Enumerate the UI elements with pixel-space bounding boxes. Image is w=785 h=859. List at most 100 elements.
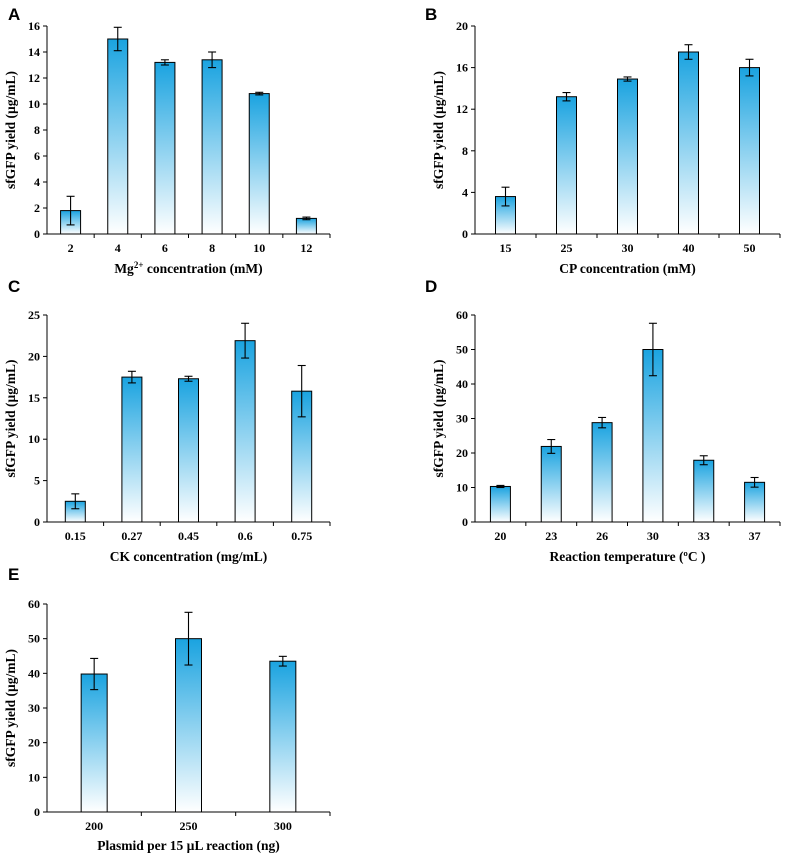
x-tick-label: 26: [596, 529, 608, 543]
x-tick-label: 37: [749, 529, 761, 543]
x-tick-label: 33: [698, 529, 710, 543]
chart-panel-c: C 0 5 10 15 20 25 0.15 0.27 0.45 0.6 0.75 CK concent…: [3, 277, 331, 564]
y-tick-label: 60: [28, 597, 40, 611]
y-tick-label: 40: [28, 666, 40, 680]
panel-label: D: [425, 277, 437, 296]
x-tick-label: 6: [162, 241, 168, 255]
y-tick-label: 0: [34, 515, 40, 529]
x-tick-label: 10: [253, 241, 265, 255]
bar-23: [540, 445, 562, 523]
y-axis-title: sfGFP yield (µg/mL): [3, 71, 18, 189]
x-tick-label: 15: [500, 241, 512, 255]
panel-label: C: [8, 277, 20, 296]
y-tick-label: 10: [28, 770, 40, 784]
y-tick-label: 60: [456, 308, 468, 322]
y-axis-title: sfGFP yield (µg/mL): [431, 359, 446, 477]
x-tick-label: 250: [180, 819, 198, 833]
bar-20: [489, 485, 511, 523]
y-tick-label: 10: [28, 432, 40, 446]
y-tick-label: 2: [34, 201, 40, 215]
y-tick-label: 20: [28, 736, 40, 750]
y-tick-label: 10: [28, 97, 40, 111]
y-axis-title: sfGFP yield (µg/mL): [3, 649, 18, 767]
y-tick-label: 20: [456, 19, 468, 33]
x-tick-label: 200: [85, 819, 103, 833]
x-tick-label: 4: [115, 241, 121, 255]
x-tick-label: 0.15: [65, 529, 86, 543]
y-tick-label: 12: [456, 102, 468, 116]
x-tick-label: 30: [622, 241, 634, 255]
y-tick-label: 8: [462, 144, 468, 158]
bar-50: [739, 67, 760, 235]
y-tick-label: 20: [28, 349, 40, 363]
y-tick-label: 50: [28, 632, 40, 646]
y-tick-label: 0: [462, 227, 468, 241]
y-tick-label: 4: [34, 175, 40, 189]
panel-label: A: [8, 5, 20, 24]
bar-6: [154, 61, 176, 235]
y-tick-label: 0: [34, 805, 40, 819]
x-axis-title: Mg2+ concentration (mM): [114, 260, 262, 276]
y-tick-label: 30: [456, 412, 468, 426]
y-tick-label: 0: [462, 515, 468, 529]
x-axis-title: CK concentration (mg/mL): [110, 549, 267, 564]
y-tick-label: 20: [456, 446, 468, 460]
bar-10: [248, 93, 270, 235]
x-axis-title: CP concentration (mM): [559, 261, 695, 276]
panel-label: E: [8, 565, 19, 584]
y-tick-label: 0: [34, 227, 40, 241]
bar-8: [201, 59, 223, 235]
y-tick-label: 16: [456, 61, 468, 75]
chart-panel-d: D 0 10 20 30 40 50 60 20 23 26 30 33 37 Reaction tempe…: [425, 277, 781, 564]
chart-panel-b: B 0 4 8 12 16 20 15 25 30 40 50 CP concentration (mM…: [425, 5, 781, 276]
bar-30: [617, 78, 638, 235]
y-tick-label: 6: [34, 149, 40, 163]
x-axis-title: Reaction temperature (ºC ): [549, 549, 705, 564]
y-tick-label: 4: [462, 185, 468, 199]
bar-300: [269, 660, 297, 813]
x-tick-label: 0.45: [178, 529, 199, 543]
x-tick-label: 8: [209, 241, 215, 255]
bar-250: [175, 638, 202, 813]
bar-26: [591, 422, 613, 523]
x-tick-label: 2: [68, 241, 74, 255]
bar-12: [295, 217, 317, 235]
bar-0.27: [121, 376, 143, 523]
y-axis-title: sfGFP yield (µg/mL): [3, 359, 18, 477]
x-tick-label: 0.75: [291, 529, 312, 543]
y-tick-label: 15: [28, 391, 40, 405]
y-axis-title: sfGFP yield (µg/mL): [431, 71, 446, 189]
y-tick-label: 5: [34, 474, 40, 488]
bar-0.45: [178, 378, 199, 523]
chart-panel-a: A 0 2 4 6 8 10 12 14 16 2 4 6 8 10 12 Mg2+ concentration…: [3, 5, 331, 276]
x-tick-label: 25: [561, 241, 573, 255]
bar-4: [107, 38, 129, 235]
bar-40: [678, 51, 699, 235]
y-tick-label: 10: [456, 481, 468, 495]
x-tick-label: 0.6: [238, 529, 253, 543]
y-tick-label: 14: [28, 45, 40, 59]
bar-25: [556, 96, 577, 235]
x-tick-label: 12: [300, 241, 312, 255]
bar-37: [744, 481, 766, 523]
bar-0.6: [234, 340, 256, 523]
x-tick-label: 30: [647, 529, 659, 543]
y-tick-label: 30: [28, 701, 40, 715]
panel-label: B: [425, 5, 437, 24]
x-tick-label: 40: [683, 241, 695, 255]
bar-33: [693, 459, 715, 523]
x-axis-title: Plasmid per 15 µL reaction (ng): [97, 838, 279, 853]
y-tick-label: 25: [28, 308, 40, 322]
x-tick-label: 23: [545, 529, 557, 543]
x-tick-label: 300: [274, 819, 292, 833]
x-tick-label: 50: [744, 241, 756, 255]
bar-200: [80, 673, 108, 813]
y-tick-label: 8: [34, 123, 40, 137]
x-tick-label: 20: [494, 529, 506, 543]
y-tick-label: 50: [456, 343, 468, 357]
y-tick-label: 40: [456, 377, 468, 391]
chart-panel-e: E 0 10 20 30 40 50 60 200 250 300 Plasmid per 15 µL…: [3, 565, 331, 853]
x-tick-label: 0.27: [121, 529, 142, 543]
y-tick-label: 12: [28, 71, 40, 85]
